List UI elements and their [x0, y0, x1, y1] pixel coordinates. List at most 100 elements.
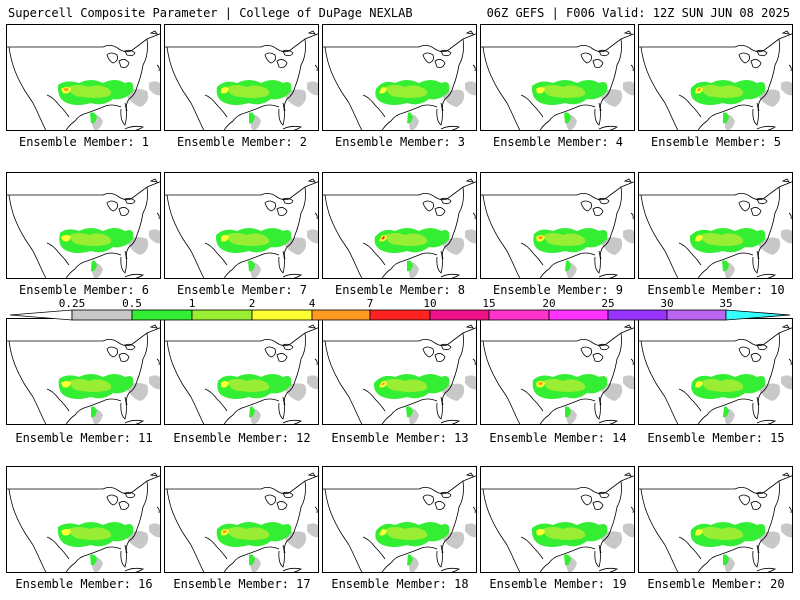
scp-shade-gray [149, 523, 160, 538]
scp-shade-gray [758, 383, 781, 401]
scp-shade-yellow [379, 87, 387, 94]
scp-shade-lightgreen [68, 85, 112, 98]
map-outline [223, 414, 234, 424]
scp-shade-lightgreen [702, 379, 744, 392]
map-outline [441, 186, 464, 260]
map-outline [120, 544, 127, 568]
scp-shade-lightgreen [386, 527, 428, 540]
map-outline [756, 49, 768, 57]
map-outline [630, 506, 634, 514]
map-outline [118, 501, 130, 510]
map-outline [440, 273, 461, 278]
map-outline [598, 419, 619, 424]
map-outline [599, 186, 622, 260]
map-outline [434, 59, 446, 68]
colorbar-tick-label: 4 [309, 297, 316, 310]
scp-shade-lightgreen [386, 85, 428, 98]
scp-shade-yellow [695, 381, 703, 388]
scp-map [639, 30, 792, 130]
scp-shade-green [407, 112, 413, 124]
colorbar-segment [131, 309, 193, 321]
member-map-panel [6, 466, 161, 573]
map-outline [381, 414, 392, 424]
map-outline [278, 544, 285, 568]
map-outline [282, 197, 294, 205]
colorbar-tick-label: 0.5 [122, 297, 142, 310]
colorbar-segment [369, 309, 431, 321]
map-outline [204, 242, 228, 266]
map-outline [8, 46, 34, 104]
map-outline [623, 30, 632, 35]
scp-shade-green [407, 260, 413, 272]
colorbar-tick-label: 35 [719, 297, 732, 310]
map-outline [124, 567, 145, 572]
member-label: Ensemble Member: 19 [489, 577, 627, 591]
map-outline [348, 250, 363, 278]
colorbar-segment [666, 309, 727, 321]
map-outline [156, 212, 160, 220]
scp-shade-yellow [221, 381, 229, 388]
scp-shade-yellow [536, 87, 545, 94]
map-outline [752, 544, 759, 568]
map-outline [592, 59, 604, 68]
map-outline [232, 252, 280, 270]
map-outline [594, 102, 601, 126]
scp-shade-green [249, 406, 255, 418]
map-outline [307, 30, 316, 35]
map-outline [440, 343, 452, 351]
scp-shade-green [565, 406, 571, 418]
map-outline [706, 546, 754, 564]
scp-shade-yellow [61, 381, 71, 388]
member-map-panel [164, 318, 319, 425]
scp-shade-green [565, 260, 571, 272]
member-map-panel [480, 24, 635, 131]
scp-map [639, 178, 792, 278]
map-outline [440, 491, 452, 499]
scp-map [323, 324, 476, 424]
map-outline [118, 207, 130, 216]
scp-shade-green [91, 260, 97, 272]
map-outline [434, 501, 446, 510]
scp-map [481, 472, 634, 572]
map-outline [598, 49, 610, 57]
map-outline [481, 181, 634, 201]
map-outline [520, 94, 544, 118]
colorbar-high-arrow [725, 309, 791, 321]
scp-shade-gray [465, 81, 476, 96]
scp-shade-green [90, 554, 97, 566]
map-outline [678, 536, 702, 560]
map-outline [436, 544, 443, 568]
map-outline [74, 546, 122, 564]
map-outline [481, 327, 634, 347]
map-outline [65, 414, 76, 424]
scp-shade-gray [307, 375, 318, 390]
scp-shade-gray [781, 523, 792, 538]
scp-shade-lightgreen [226, 233, 270, 246]
map-outline [594, 250, 601, 274]
scp-shade-lightgreen [69, 379, 112, 392]
map-outline [278, 250, 285, 274]
scp-shade-gray [125, 383, 149, 401]
map-outline [390, 546, 438, 564]
scp-shade-gray [149, 375, 160, 390]
scp-shade-gray [442, 531, 465, 549]
map-outline [788, 212, 792, 220]
map-outline [422, 346, 434, 358]
map-outline [482, 46, 508, 104]
map-outline [640, 194, 666, 252]
map-outline [282, 343, 294, 351]
member-label: Ensemble Member: 4 [492, 135, 624, 149]
map-outline [7, 33, 160, 53]
map-outline [124, 197, 136, 205]
map-outline [264, 52, 276, 64]
map-outline [580, 200, 592, 212]
map-outline [640, 340, 666, 398]
map-outline [440, 567, 461, 572]
member-map-panel [322, 172, 477, 279]
map-outline [678, 94, 702, 118]
map-outline [149, 472, 158, 477]
scp-map [7, 324, 160, 424]
map-outline [124, 49, 136, 57]
member-map-panel [638, 172, 793, 279]
map-outline [598, 343, 610, 351]
